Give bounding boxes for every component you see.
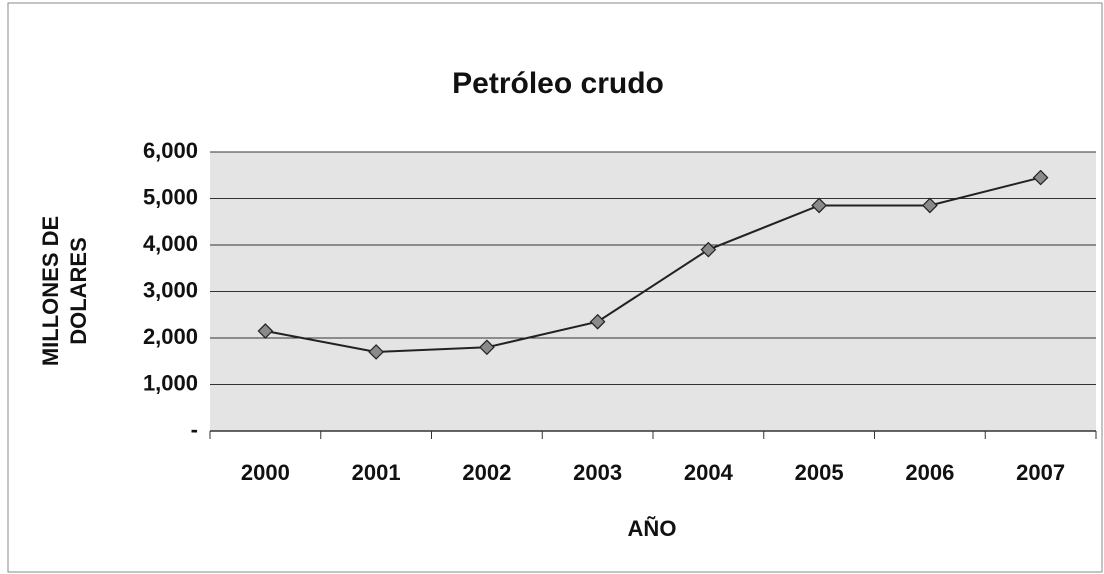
data-point <box>589 313 606 330</box>
y-tick-label: 3,000 <box>143 277 198 302</box>
data-point <box>700 241 717 258</box>
x-tick-label: 2002 <box>462 460 511 485</box>
data-point <box>368 344 384 360</box>
x-tick-label: 2007 <box>1016 460 1065 485</box>
x-tick-label: 2001 <box>352 460 401 485</box>
y-tick-label: - <box>191 417 198 442</box>
series-line <box>265 176 1041 353</box>
data-point <box>922 197 938 214</box>
x-tick-label: 2000 <box>241 460 290 485</box>
data-point <box>479 339 495 356</box>
y-tick-label: 2,000 <box>143 324 198 349</box>
y-tick-label: 4,000 <box>143 231 198 256</box>
y-axis-label: MILLONES DE DOLARES <box>38 216 91 366</box>
y-axis-label-line: MILLONES DE <box>38 216 63 366</box>
y-tick-label: 1,000 <box>143 370 198 395</box>
x-tick-label: 2003 <box>573 460 622 485</box>
y-tick-label: 5,000 <box>143 184 198 209</box>
x-tick-label: 2004 <box>684 460 734 485</box>
data-point <box>811 197 827 214</box>
x-tick-label: 2005 <box>795 460 844 485</box>
data-point <box>1032 169 1049 186</box>
y-tick-label: 6,000 <box>143 138 198 163</box>
data-point <box>257 323 274 339</box>
chart-title: Petróleo crudo <box>452 67 664 100</box>
x-axis-label: AÑO <box>628 516 677 541</box>
x-tick-label: 2006 <box>905 460 954 485</box>
y-axis-label-line: DOLARES <box>66 237 91 345</box>
